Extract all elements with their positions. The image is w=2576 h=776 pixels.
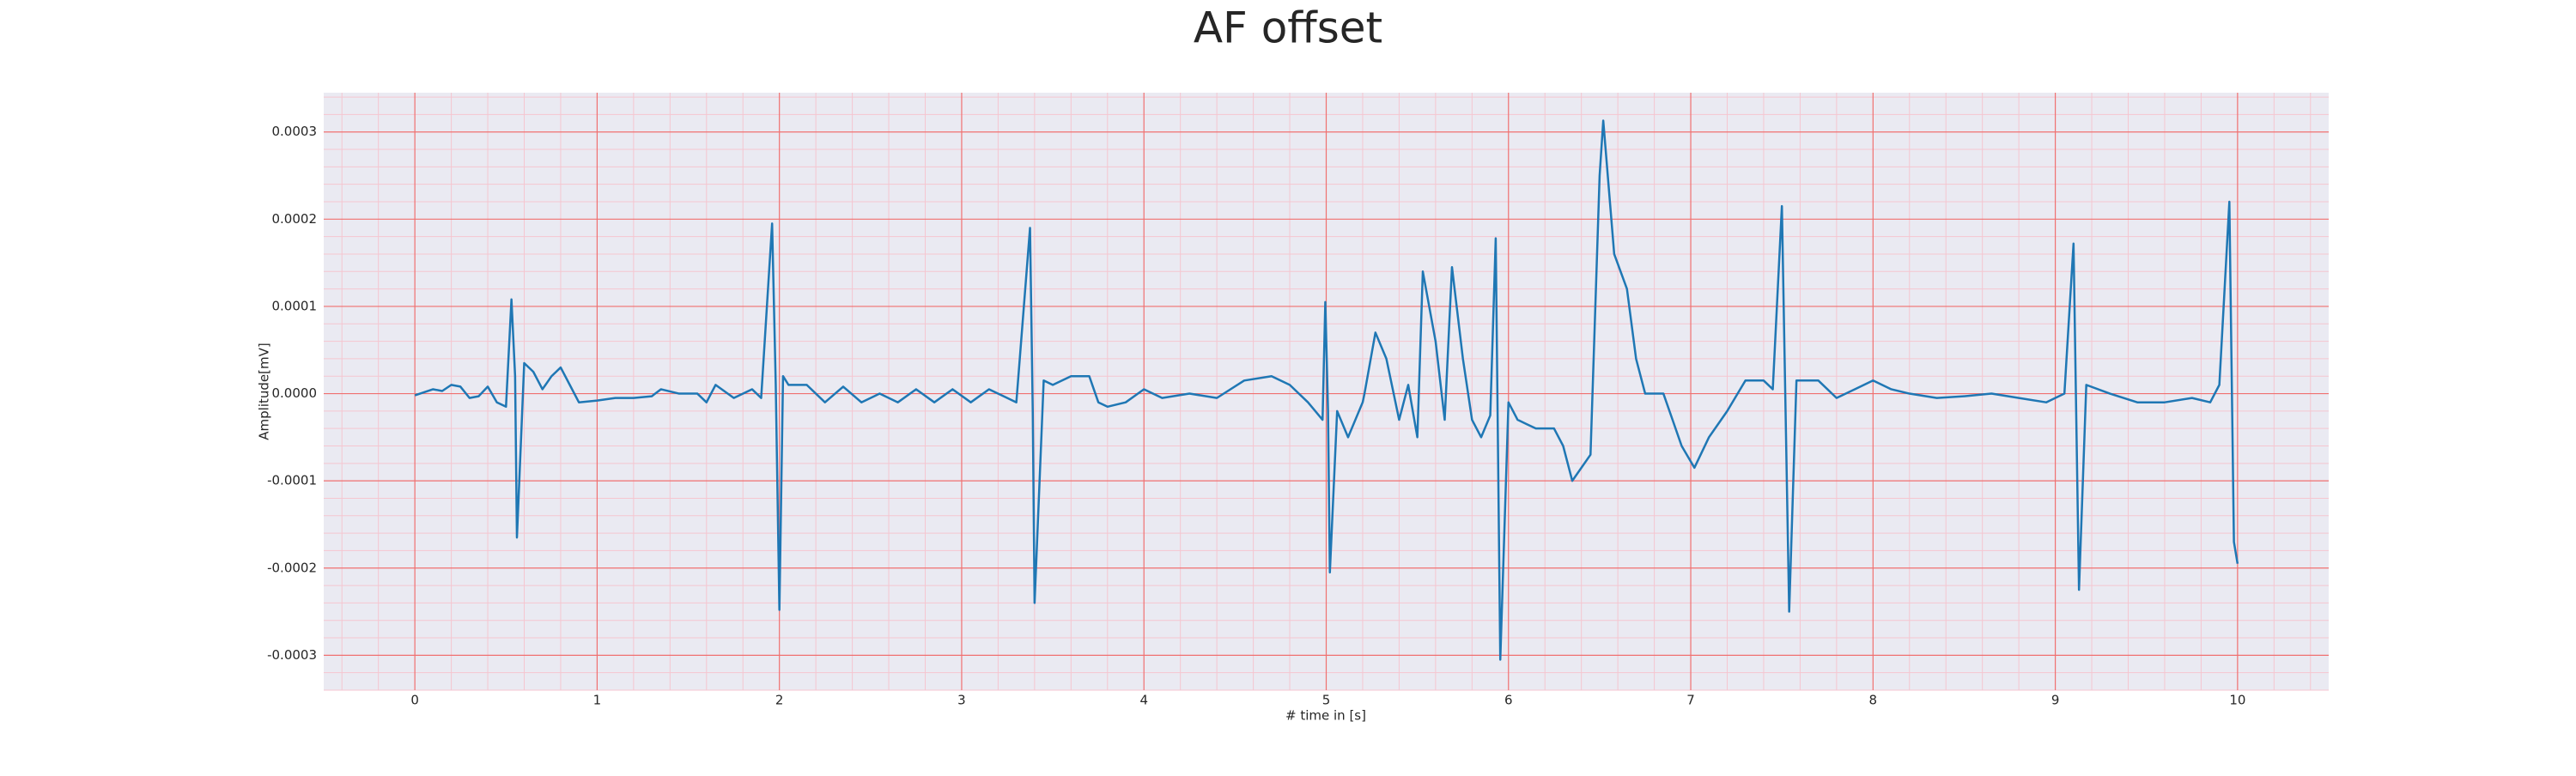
y-tick-label: -0.0003 [267, 647, 317, 663]
x-tick-label: 3 [957, 693, 966, 708]
y-tick-label: -0.0002 [267, 560, 317, 575]
x-tick-label: 4 [1139, 693, 1148, 708]
x-tick-label: 1 [593, 693, 602, 708]
x-tick-label: 7 [1686, 693, 1695, 708]
y-tick-label: 0.0003 [272, 124, 318, 139]
y-tick-label: 0.0000 [272, 385, 318, 401]
x-tick-label: 2 [775, 693, 784, 708]
x-tick-label: 9 [2051, 693, 2060, 708]
y-axis-label: Amplitude[mV] [257, 343, 272, 440]
y-tick-label: 0.0002 [272, 211, 318, 227]
x-axis-label: # time in [s] [1285, 708, 1366, 724]
y-tick-label: 0.0001 [272, 298, 318, 313]
x-tick-label: 5 [1322, 693, 1331, 708]
chart-title: AF offset [1194, 3, 1382, 53]
x-tick-label: 8 [1869, 693, 1878, 708]
x-tick-label: 0 [410, 693, 419, 708]
line [414, 119, 2239, 661]
y-tick-label: -0.0001 [267, 473, 317, 488]
x-tick-label: 6 [1504, 693, 1513, 708]
x-tick-label: 10 [2229, 693, 2245, 708]
